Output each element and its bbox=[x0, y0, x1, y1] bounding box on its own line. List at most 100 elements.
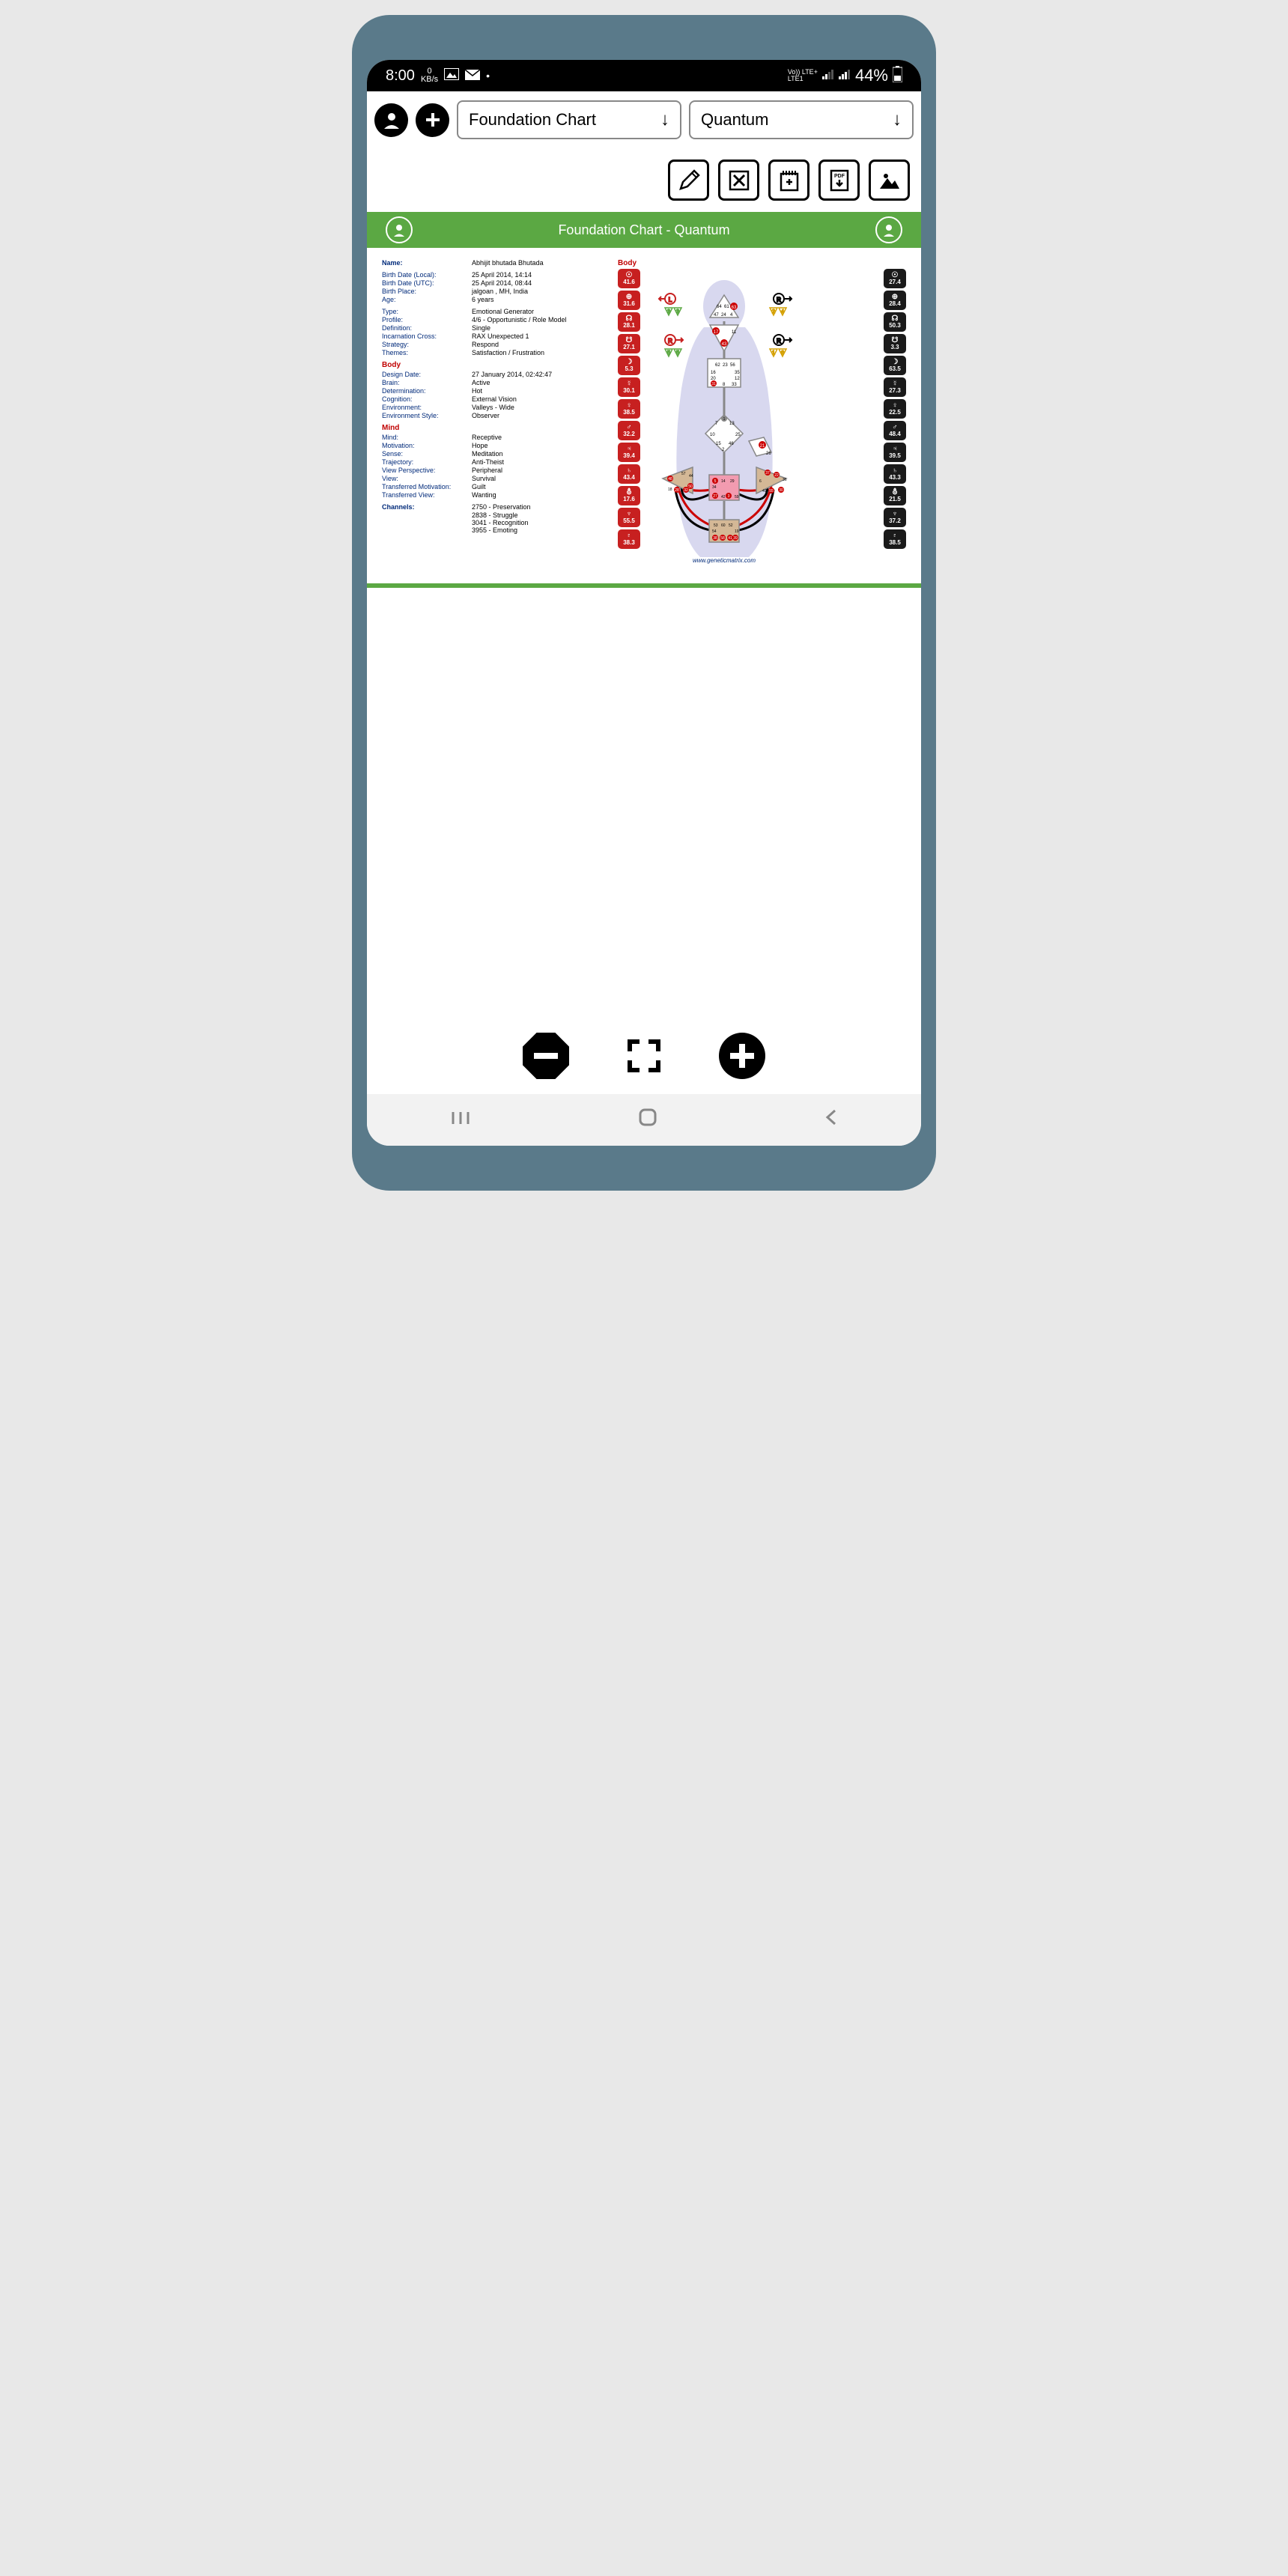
brain-label: Brain: bbox=[382, 379, 472, 386]
action-toolbar: PDF bbox=[367, 148, 921, 212]
svg-text:61: 61 bbox=[724, 305, 729, 309]
planet-red-8: ♃39.4 bbox=[618, 443, 640, 462]
svg-text:41: 41 bbox=[728, 536, 732, 541]
planet-black-11: ♆37.2 bbox=[884, 508, 906, 527]
notes-button[interactable] bbox=[768, 160, 809, 201]
pdf-button[interactable]: PDF bbox=[818, 160, 860, 201]
themes-value: Satisfaction / Frustration bbox=[472, 349, 544, 356]
profile-button[interactable] bbox=[374, 103, 408, 137]
planet-black-5: ☿27.3 bbox=[884, 377, 906, 397]
strategy-label: Strategy: bbox=[382, 341, 472, 348]
svg-text:16: 16 bbox=[711, 371, 716, 375]
type-label: Type: bbox=[382, 308, 472, 315]
chart-mode-label: Quantum bbox=[701, 110, 769, 130]
svg-text:37: 37 bbox=[765, 471, 770, 476]
birth-local-label: Birth Date (Local): bbox=[382, 271, 472, 279]
delete-button[interactable] bbox=[718, 160, 759, 201]
planet-red-4: ☽5.3 bbox=[618, 356, 640, 375]
planet-black-2: ☊50.3 bbox=[884, 312, 906, 332]
env-style-label: Environment Style: bbox=[382, 412, 472, 419]
planet-red-2: ☊28.1 bbox=[618, 312, 640, 332]
zoom-in-button[interactable] bbox=[719, 1033, 765, 1079]
nav-back[interactable] bbox=[824, 1108, 838, 1132]
nav-recent[interactable] bbox=[450, 1108, 471, 1132]
nav-home[interactable] bbox=[638, 1108, 657, 1132]
dot-icon: • bbox=[486, 70, 490, 82]
svg-text:49: 49 bbox=[762, 489, 767, 493]
type-value: Emotional Generator bbox=[472, 308, 534, 315]
svg-text:10: 10 bbox=[710, 433, 715, 437]
design-date-label: Design Date: bbox=[382, 371, 472, 378]
svg-text:5: 5 bbox=[676, 350, 679, 356]
svg-text:42: 42 bbox=[721, 495, 726, 499]
svg-text:56: 56 bbox=[730, 363, 735, 368]
svg-text:50: 50 bbox=[688, 484, 693, 489]
mail-icon bbox=[465, 67, 480, 85]
svg-text:1: 1 bbox=[772, 350, 775, 356]
zoom-controls bbox=[367, 1018, 921, 1094]
edit-button[interactable] bbox=[668, 160, 709, 201]
red-planets-column: ☉41.6⊕31.6☊28.1☋27.1☽5.3☿30.1♀38.5♂32.2♃… bbox=[618, 269, 640, 572]
svg-text:PDF: PDF bbox=[834, 174, 845, 179]
planet-black-4: ☽63.5 bbox=[884, 356, 906, 375]
svg-text:23: 23 bbox=[723, 363, 728, 368]
svg-text:1: 1 bbox=[723, 417, 726, 422]
svg-text:5: 5 bbox=[667, 350, 670, 356]
fullscreen-button[interactable] bbox=[622, 1033, 666, 1078]
planet-red-0: ☉41.6 bbox=[618, 269, 640, 288]
svg-text:5: 5 bbox=[714, 479, 717, 484]
svg-text:43: 43 bbox=[722, 342, 727, 347]
svg-text:63: 63 bbox=[732, 306, 737, 310]
birth-utc-value: 25 April 2014, 08:44 bbox=[472, 279, 532, 287]
image-export-button[interactable] bbox=[869, 160, 910, 201]
channel3-value: 3041 - Recognition bbox=[472, 519, 607, 526]
top-toolbar: Foundation Chart ↓ Quantum ↓ bbox=[367, 91, 921, 148]
trans-view-value: Wanting bbox=[472, 491, 496, 499]
brain-value: Active bbox=[472, 379, 490, 386]
profile-value: 4/6 - Opportunistic / Role Model bbox=[472, 316, 567, 323]
svg-text:28: 28 bbox=[675, 488, 679, 493]
svg-text:R: R bbox=[777, 297, 781, 303]
chart-mode-dropdown[interactable]: Quantum ↓ bbox=[689, 100, 914, 139]
profile-icon-right[interactable] bbox=[875, 216, 902, 243]
svg-text:6: 6 bbox=[781, 350, 784, 356]
svg-text:15: 15 bbox=[716, 442, 721, 446]
definition-label: Definition: bbox=[382, 324, 472, 332]
svg-text:53: 53 bbox=[714, 523, 718, 528]
planet-black-0: ☉27.4 bbox=[884, 269, 906, 288]
svg-text:39: 39 bbox=[733, 536, 738, 541]
svg-text:64: 64 bbox=[717, 305, 722, 309]
sense-value: Meditation bbox=[472, 450, 503, 458]
chart-content: Name:Abhijit bhutada Bhutada Birth Date … bbox=[367, 248, 921, 583]
image-icon bbox=[444, 67, 459, 85]
chart-type-dropdown[interactable]: Foundation Chart ↓ bbox=[457, 100, 681, 139]
cognition-label: Cognition: bbox=[382, 395, 472, 403]
svg-text:18: 18 bbox=[668, 487, 672, 492]
zoom-out-button[interactable] bbox=[523, 1033, 569, 1079]
svg-text:L: L bbox=[669, 297, 672, 303]
svg-text:34: 34 bbox=[712, 485, 717, 490]
add-button[interactable] bbox=[416, 103, 449, 137]
svg-text:33: 33 bbox=[732, 383, 737, 387]
svg-text:4: 4 bbox=[781, 309, 784, 315]
profile-icon-left[interactable] bbox=[386, 216, 413, 243]
svg-text:31: 31 bbox=[711, 382, 716, 386]
planet-red-1: ⊕31.6 bbox=[618, 291, 640, 310]
env-style-value: Observer bbox=[472, 412, 499, 419]
svg-text:26: 26 bbox=[766, 452, 771, 456]
svg-text:58: 58 bbox=[720, 536, 725, 541]
planet-red-7: ♂32.2 bbox=[618, 421, 640, 440]
channel1-value: 2750 - Preservation bbox=[472, 503, 531, 511]
svg-text:57: 57 bbox=[681, 472, 686, 476]
svg-text:52: 52 bbox=[729, 523, 733, 528]
status-bar: 8:00 0 KB/s • Vo)) LTE+ LTE1 bbox=[367, 60, 921, 91]
svg-text:46: 46 bbox=[729, 442, 734, 446]
planet-red-9: ♄43.4 bbox=[618, 464, 640, 484]
svg-text:11: 11 bbox=[732, 330, 737, 335]
svg-text:62: 62 bbox=[715, 363, 720, 368]
planet-black-9: ♄43.3 bbox=[884, 464, 906, 484]
chevron-down-icon: ↓ bbox=[660, 109, 669, 130]
motivation-value: Hope bbox=[472, 442, 488, 449]
svg-text:27: 27 bbox=[713, 494, 717, 499]
chevron-down-icon: ↓ bbox=[893, 109, 902, 130]
